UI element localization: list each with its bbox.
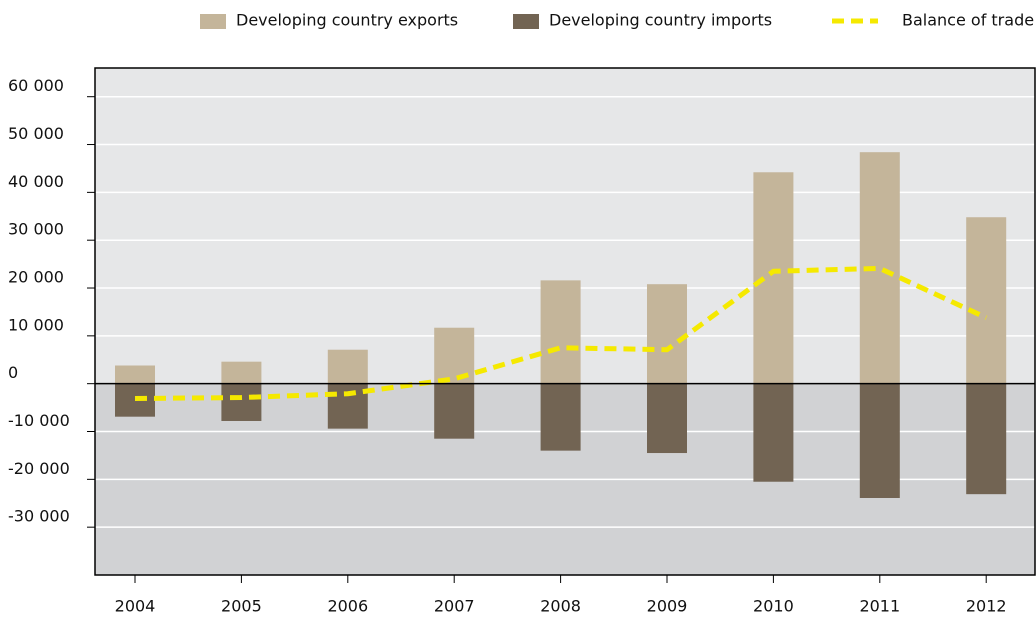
y-tick-label: 30 000 <box>8 220 64 239</box>
bar <box>540 383 581 451</box>
legend-swatch <box>513 14 539 29</box>
bar <box>327 349 368 384</box>
y-tick-label: 10 000 <box>8 315 64 334</box>
legend-label: Developing country imports <box>549 11 772 30</box>
x-tick-label: 2012 <box>966 597 1007 616</box>
bar <box>434 383 475 439</box>
legend-label: Developing country exports <box>236 11 458 30</box>
bar <box>115 365 155 384</box>
y-tick-label: 0 <box>8 363 18 382</box>
y-tick-label: -10 000 <box>8 411 70 430</box>
bar <box>859 383 900 498</box>
bar <box>966 383 1007 495</box>
y-tick-label: -20 000 <box>8 459 70 478</box>
x-tick-label: 2008 <box>540 597 581 616</box>
x-tick-label: 2009 <box>647 597 688 616</box>
x-tick-label: 2006 <box>327 597 368 616</box>
legend-swatch <box>200 14 226 29</box>
legend-label: Balance of trade <box>902 11 1034 30</box>
y-tick-label: 60 000 <box>8 76 64 95</box>
y-tick-label: 40 000 <box>8 172 64 191</box>
bar <box>115 383 155 417</box>
bar <box>221 383 262 421</box>
bar <box>753 383 794 482</box>
x-tick-label: 2011 <box>859 597 900 616</box>
bar <box>647 284 687 384</box>
x-tick-label: 2005 <box>221 597 262 616</box>
bar <box>966 217 1007 384</box>
bar <box>221 361 262 384</box>
bar <box>327 383 368 429</box>
x-tick-label: 2010 <box>753 597 794 616</box>
line <box>134 265 988 402</box>
y-tick-label: 50 000 <box>8 124 64 143</box>
y-tick-label: 20 000 <box>8 268 64 287</box>
bar <box>647 383 687 454</box>
y-tick-label: -30 000 <box>8 507 70 526</box>
x-tick-label: 2007 <box>434 597 475 616</box>
plot-frame <box>94 67 1036 576</box>
x-tick-label: 2004 <box>115 597 156 616</box>
bar <box>753 172 794 384</box>
bar <box>540 280 581 384</box>
